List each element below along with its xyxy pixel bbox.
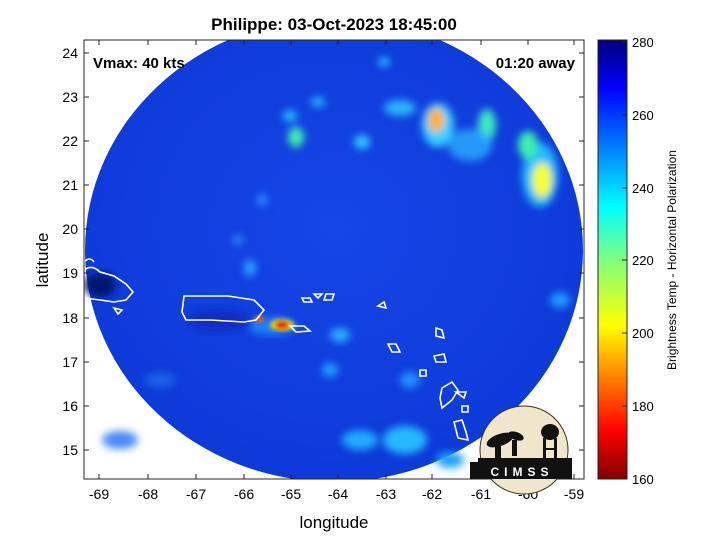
colorbar-tick-label: 160 [632,472,654,487]
x-tick-label: -64 [328,486,348,502]
y-tick-labels: 15 16 17 18 19 20 21 22 23 24 [62,45,78,458]
colorbar-tick-label: 280 [632,35,654,50]
map-title: Philippe: 03-Oct-2023 18:45:00 [211,15,457,34]
x-tick-label: -62 [422,486,442,502]
x-axis-label: longitude [299,513,368,532]
logo-text: CIMSS [490,465,553,479]
y-axis-label: latitude [33,233,52,288]
colorbar-tick-label: 240 [632,181,654,196]
y-tick-label: 15 [62,442,78,458]
colorbar-label: Brightness Temp - Horizontal Polarizatio… [665,150,679,370]
colorbar-tick-label: 180 [632,399,654,414]
y-tick-label: 17 [62,354,78,370]
y-tick-label: 24 [62,45,78,61]
coastlines [84,258,481,464]
colorbar-tick-labels: 280 260 240 220 200 180 160 [632,35,654,487]
x-tick-label: -66 [234,486,254,502]
colorbar-tick-marks [622,41,627,480]
y-tick-marks [84,52,584,451]
time-away-annotation: 01:20 away [496,55,576,72]
colorbar-tick-label: 200 [632,326,654,341]
y-tick-label: 23 [62,89,78,105]
x-tick-label: -61 [471,486,491,502]
x-tick-label: -69 [89,486,109,502]
y-tick-label: 21 [62,177,78,193]
colorbar-tick-label: 220 [632,253,654,268]
y-tick-label: 16 [62,398,78,414]
x-tick-label: -67 [186,486,206,502]
warm-spot [254,316,294,331]
y-tick-label: 19 [62,265,78,281]
brightness-temp-features [102,57,570,468]
cimss-logo: CIMSS [470,405,572,495]
y-tick-label: 20 [62,221,78,237]
x-tick-label: -59 [564,486,584,502]
x-tick-label: -68 [138,486,158,502]
vmax-annotation: Vmax: 40 kts [93,55,185,72]
axes-frame [83,39,585,480]
plot-area [84,40,584,479]
y-tick-label: 18 [62,310,78,326]
colorbar-tick-label: 260 [632,108,654,123]
x-tick-label: -65 [281,486,301,502]
x-tick-label: -63 [376,486,396,502]
x-tick-labels: -69 -68 -67 -66 -65 -64 -63 -62 -61 -60 … [89,486,584,502]
y-tick-label: 22 [62,133,78,149]
